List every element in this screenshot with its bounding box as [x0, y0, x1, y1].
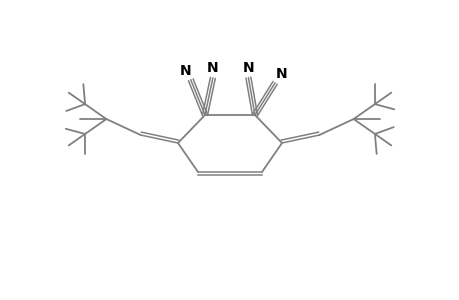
Text: N: N — [275, 67, 286, 81]
Text: N: N — [242, 61, 254, 75]
Text: N: N — [179, 64, 191, 78]
Text: N: N — [207, 61, 218, 75]
